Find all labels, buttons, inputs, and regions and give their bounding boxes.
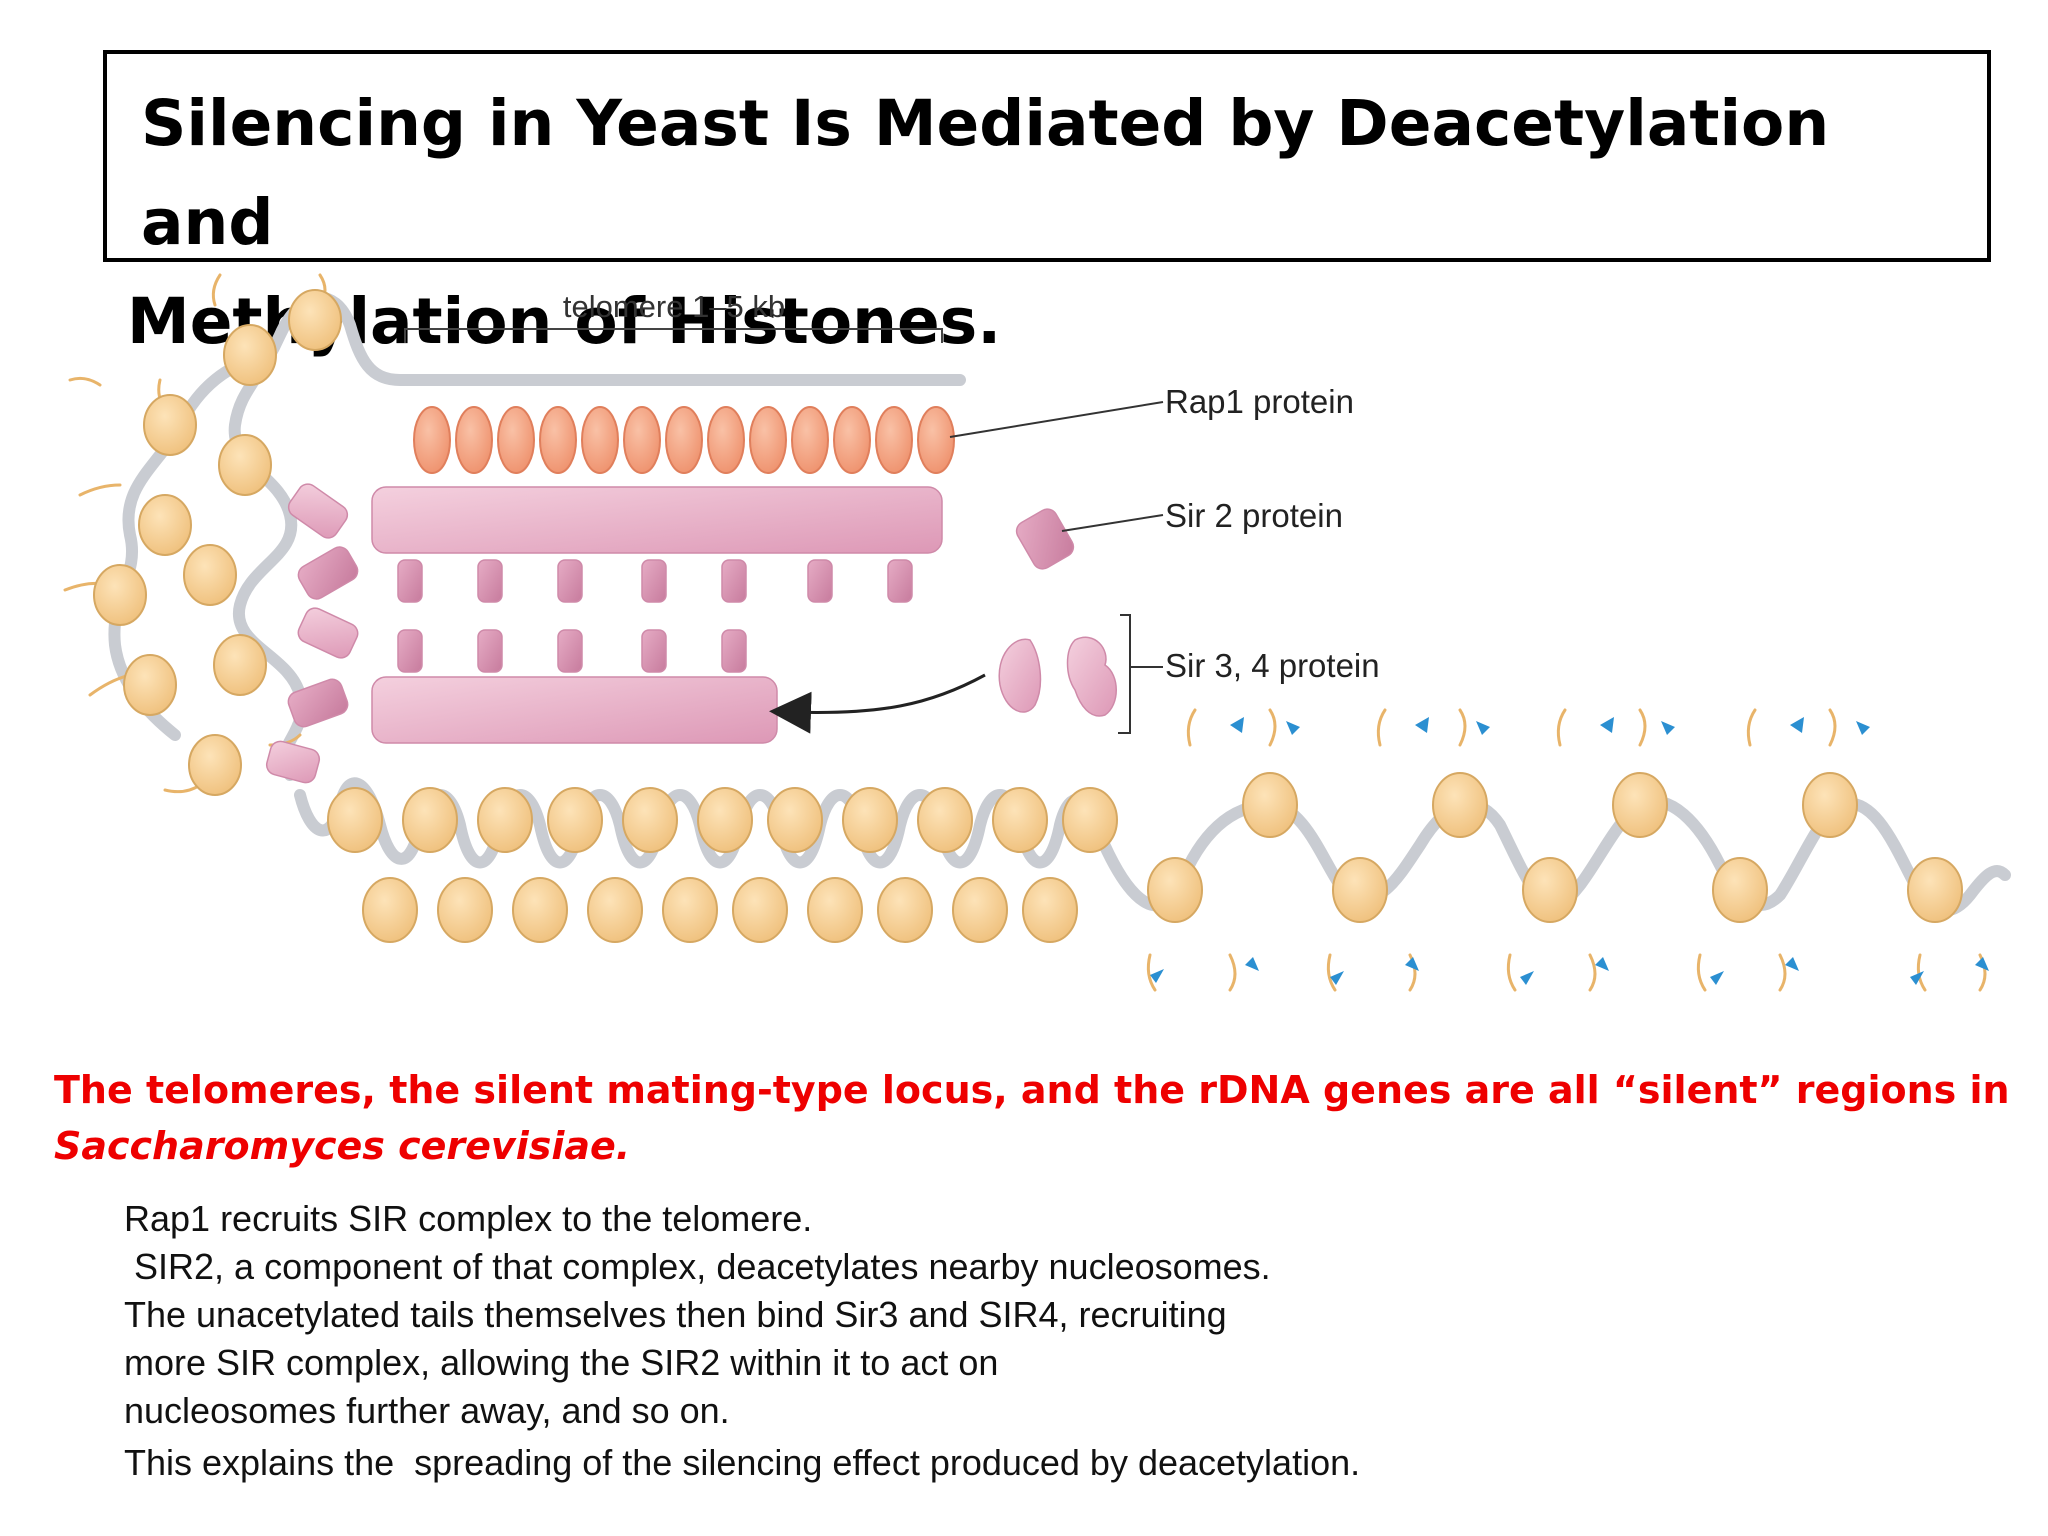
sir2-label: Sir 2 protein: [1165, 497, 1343, 534]
explanation-line-5: nucleosomes further away, and so on.: [124, 1390, 730, 1431]
acetyl-markers: [1150, 717, 1989, 985]
explanation-line-6: This explains the spreading of the silen…: [124, 1442, 1361, 1483]
recruitment-arrow: [769, 673, 986, 734]
page-title: Silencing in Yeast Is Mediated by Deacet…: [127, 74, 1967, 371]
sir-curl: [265, 483, 359, 784]
mechanism-explanation: Rap1 recruits SIR complex to the telomer…: [124, 1195, 1874, 1487]
silent-regions-line-1: The telomeres, the silent mating-type lo…: [54, 1068, 2010, 1112]
telomere-silencing-diagram: telomere 1–5 kb Rap1 protein Sir 2 prote…: [63, 273, 2011, 992]
title-box: Silencing in Yeast Is Mediated by Deacet…: [103, 50, 1991, 358]
telomere-bracket: [404, 328, 943, 343]
telomere-label: telomere 1–5 kb: [563, 289, 785, 324]
leader-lines: [949, 401, 1164, 734]
nucleosomes-compact: [327, 787, 1118, 943]
rap1-proteins: [413, 406, 955, 474]
silent-regions-statement: The telomeres, the silent mating-type lo…: [54, 1062, 2014, 1174]
nucleosomes-curl: [93, 289, 342, 796]
dna-fiber: [108, 292, 2011, 917]
explanation-line-3: The unacetylated tails themselves then b…: [124, 1294, 1227, 1335]
title-line-1: Silencing in Yeast Is Mediated by Deacet…: [141, 87, 1830, 259]
free-sir34-proteins: [998, 636, 1117, 717]
silent-regions-line-2: Saccharomyces cerevisiae.: [54, 1124, 631, 1168]
sir-complex-lower: [371, 629, 778, 744]
nucleosomes-open: [1147, 772, 1963, 923]
rap1-label: Rap1 protein: [1165, 383, 1354, 420]
sir34-label: Sir 3, 4 protein: [1165, 647, 1380, 684]
sir-complex-upper: [371, 486, 943, 603]
explanation-line-2: SIR2, a component of that complex, deace…: [124, 1246, 1271, 1287]
free-sir2-protein: [1015, 508, 1075, 570]
explanation-line-4: more SIR complex, allowing the SIR2 with…: [124, 1342, 999, 1383]
explanation-line-1: Rap1 recruits SIR complex to the telomer…: [124, 1198, 813, 1239]
